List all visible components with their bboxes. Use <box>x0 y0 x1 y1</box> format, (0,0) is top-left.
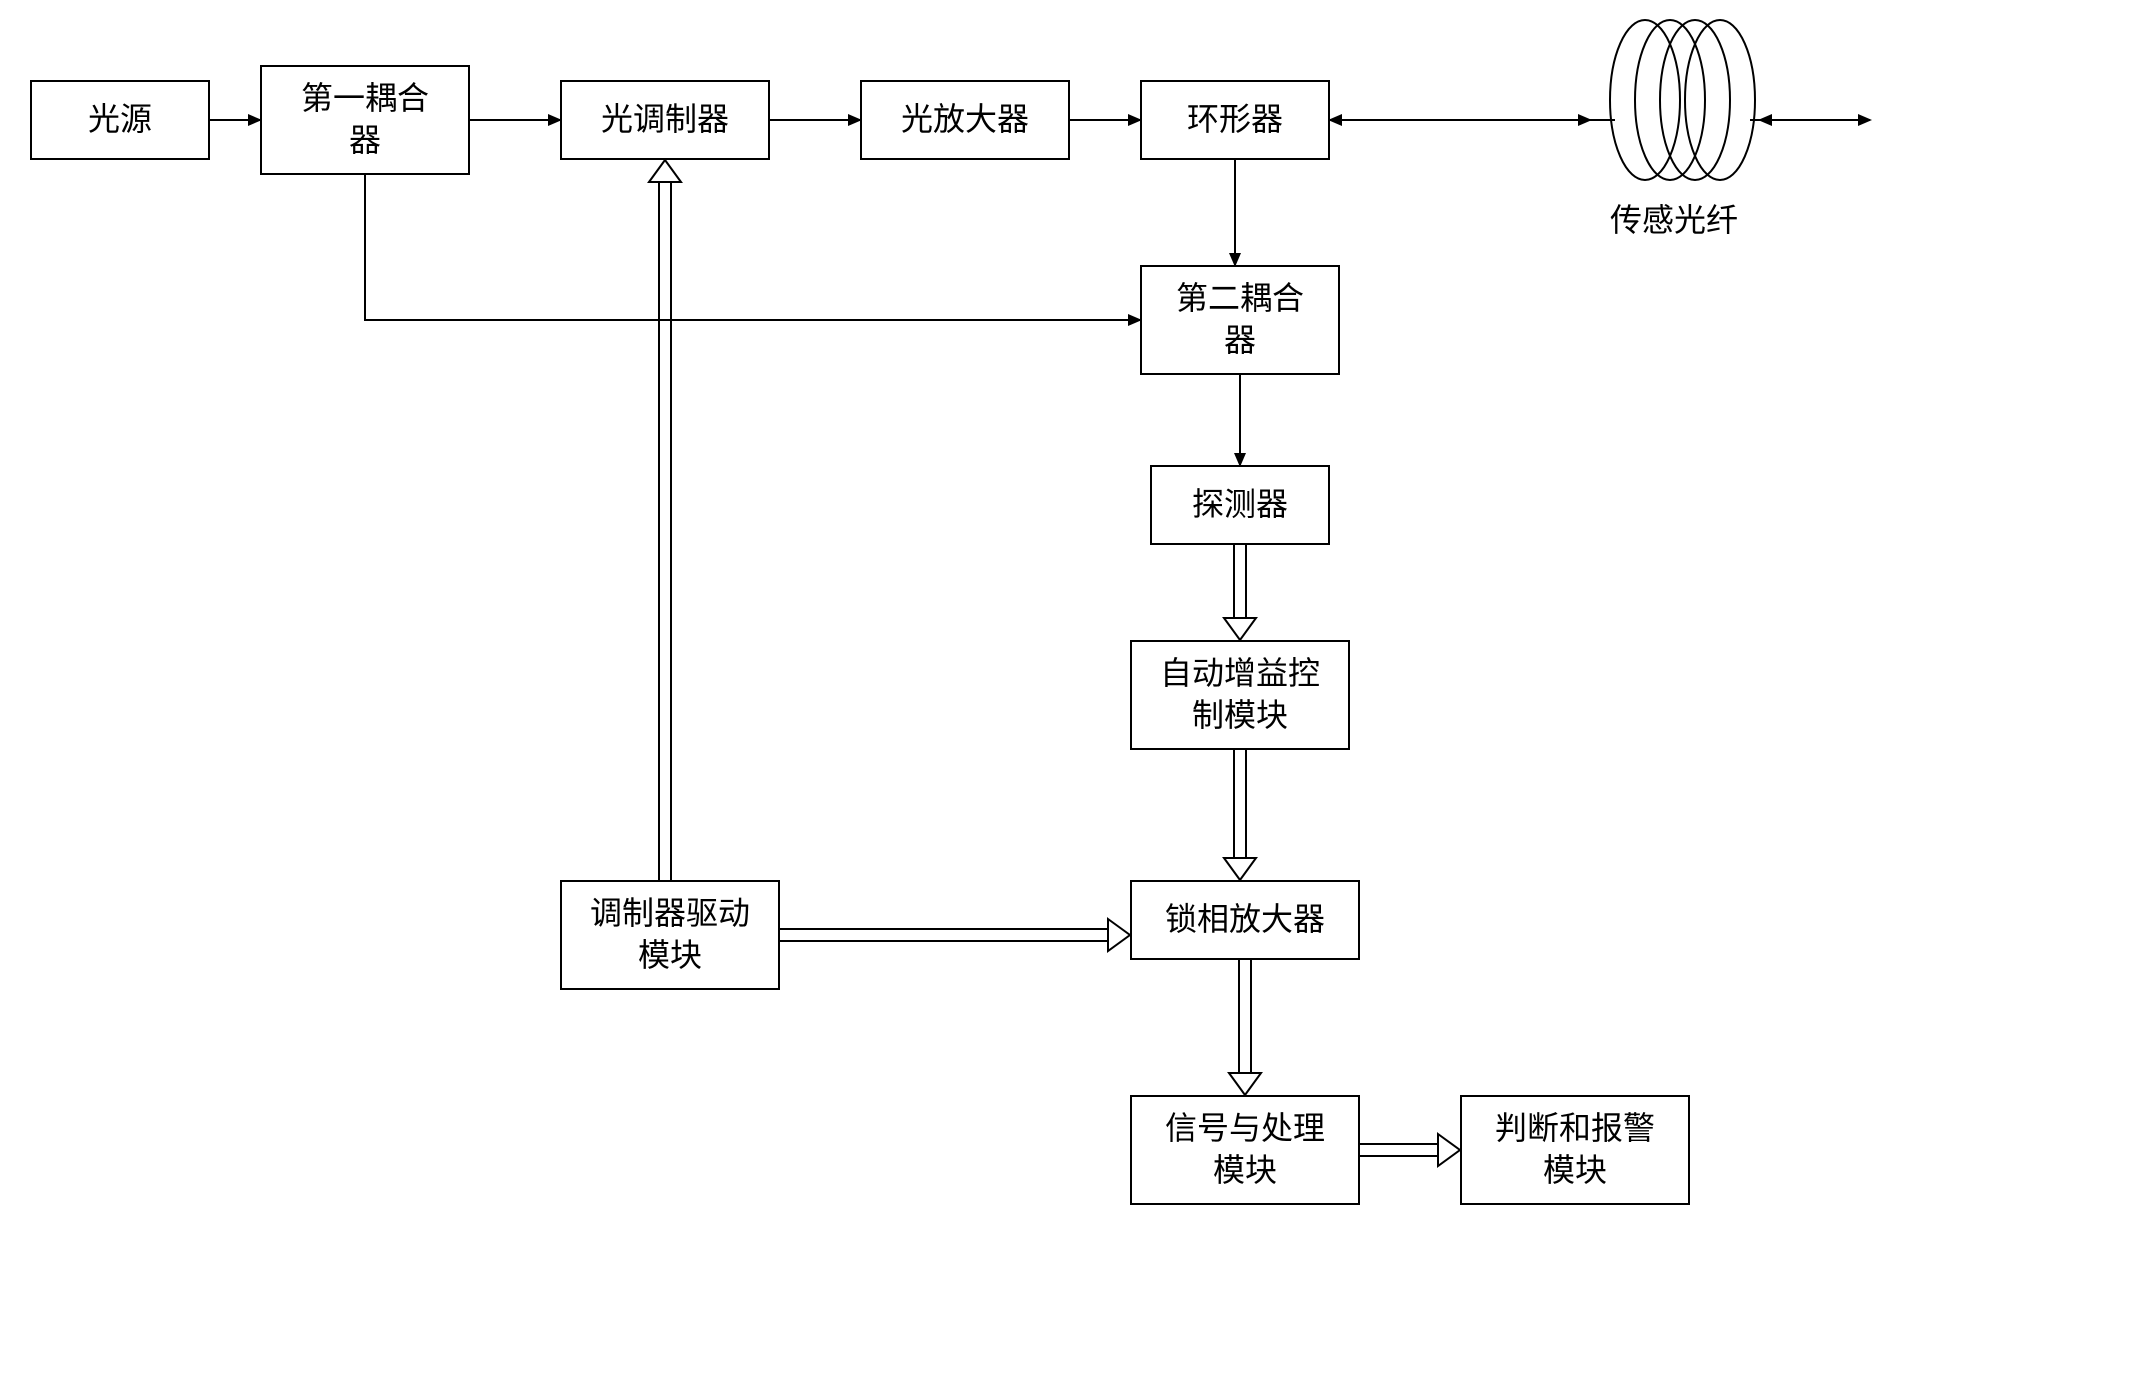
node-modulator: 光调制器 <box>560 80 770 160</box>
diagram-connectors <box>0 0 2144 1398</box>
node-agc: 自动增益控 制模块 <box>1130 640 1350 750</box>
node-amplifier: 光放大器 <box>860 80 1070 160</box>
node-coupler1: 第一耦合 器 <box>260 65 470 175</box>
fiber-coil-icon <box>1590 20 1770 180</box>
edge-coupler1-coupler2 <box>365 175 1140 320</box>
edge-signalproc-alarm <box>1360 1134 1460 1166</box>
edge-agc-lockin <box>1224 750 1256 880</box>
node-coupler2: 第二耦合 器 <box>1140 265 1340 375</box>
node-circulator: 环形器 <box>1140 80 1330 160</box>
fiber-label: 传感光纤 <box>1610 195 1738 241</box>
edge-moddriver-lockin <box>780 919 1130 951</box>
node-detector: 探测器 <box>1150 465 1330 545</box>
node-light-source: 光源 <box>30 80 210 160</box>
node-lockin: 锁相放大器 <box>1130 880 1360 960</box>
node-signal-proc: 信号与处理 模块 <box>1130 1095 1360 1205</box>
edge-detector-agc <box>1224 545 1256 640</box>
edge-moddriver-modulator <box>649 160 681 880</box>
edge-lockin-signalproc <box>1229 960 1261 1095</box>
node-mod-driver: 调制器驱动 模块 <box>560 880 780 990</box>
node-alarm: 判断和报警 模块 <box>1460 1095 1690 1205</box>
